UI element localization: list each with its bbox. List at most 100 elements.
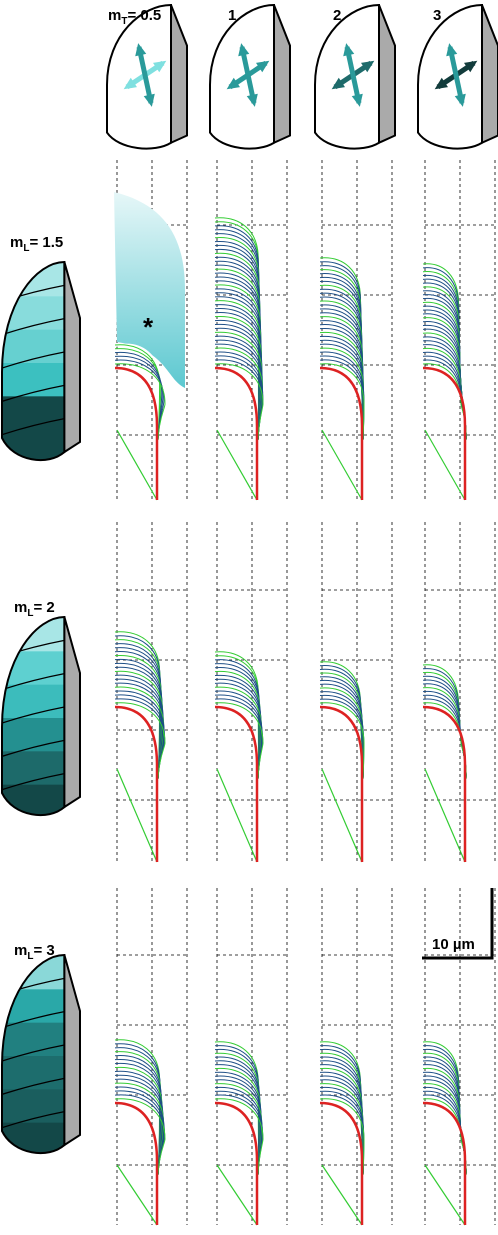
profile-line: [214, 327, 263, 441]
growth-line: [216, 429, 258, 501]
growth-line: [321, 1164, 363, 1226]
cell-band-edge: [2, 418, 65, 436]
column-label: 3: [433, 7, 441, 24]
scale-bar-label: 10 µm: [432, 936, 475, 953]
cell-band: [2, 395, 65, 430]
annotation: *: [143, 312, 154, 342]
arrow-head: [464, 60, 478, 73]
cell-profile: [214, 1101, 259, 1225]
profile-line: [214, 1083, 263, 1176]
profile-line: [114, 1098, 166, 1176]
cell-band-edge: [2, 1044, 65, 1062]
arrow-shaft: [136, 46, 154, 104]
arrow-head: [238, 43, 250, 57]
cell-band-edge: [2, 318, 65, 336]
cell-profile: [214, 705, 259, 862]
arrow-head: [454, 93, 466, 107]
profile-line: [319, 320, 364, 441]
growth-line: [116, 768, 158, 863]
growth-line: [424, 768, 466, 863]
cell-band: [2, 362, 65, 397]
cell-profile: [114, 1101, 159, 1225]
cell-band-edge: [2, 1111, 65, 1129]
cell-band-edge: [2, 673, 65, 691]
arrow-head: [135, 43, 147, 57]
cell-band-edge: [2, 1077, 65, 1095]
arrow-head: [361, 60, 375, 73]
cell-band: [2, 1055, 65, 1090]
arrow-head: [331, 77, 345, 90]
profile-line: [114, 662, 163, 780]
cell-side: [63, 616, 81, 809]
profile-line: [214, 667, 261, 780]
profile-line: [214, 363, 264, 441]
cell-profile: [214, 366, 259, 500]
growth-line: [424, 429, 466, 501]
profile-line: [319, 702, 365, 780]
profile-line: [214, 347, 263, 441]
cell-side: [170, 4, 188, 145]
cell-profile: [319, 1101, 364, 1225]
cell-band-edge: [2, 351, 65, 369]
profile-line: [114, 643, 162, 780]
arrow-shaft: [344, 46, 362, 104]
arrow-head: [153, 60, 167, 73]
row-label: mL= 3: [14, 942, 55, 962]
cell-band: [2, 1088, 65, 1123]
cell-band: [2, 750, 65, 785]
profile-line: [214, 690, 263, 780]
cell-band: [2, 328, 65, 363]
profile-line: [214, 320, 263, 441]
arrow-head: [226, 77, 240, 90]
growth-line: [321, 768, 363, 863]
column-label: 1: [228, 7, 236, 24]
cell-side: [378, 4, 396, 145]
profile-line: [114, 1055, 162, 1176]
arrow-head: [143, 93, 155, 107]
profile-line: [214, 1060, 261, 1176]
profile-line: [214, 1087, 263, 1176]
cell-bands: [2, 262, 65, 461]
row-label: mL= 1.5: [10, 234, 63, 254]
shaded-region: [114, 192, 185, 388]
arrow-shaft: [239, 46, 257, 104]
profile-line: [114, 659, 163, 780]
cell-side: [63, 954, 81, 1147]
arrow-head: [256, 60, 270, 73]
profile-line: [319, 363, 365, 441]
growth-line: [216, 768, 258, 863]
cell-profile: [422, 1101, 467, 1225]
cell-band-edge: [2, 1011, 65, 1029]
profile-line: [114, 363, 166, 441]
profile-line: [114, 1063, 163, 1176]
cell-band-edge: [2, 384, 65, 402]
arrow-head: [434, 77, 448, 90]
growth-line: [116, 1164, 158, 1226]
profile-line: [114, 1059, 162, 1176]
profile-line: [114, 639, 161, 780]
column-label: mT= 0.5: [108, 7, 161, 27]
cell-profile: [422, 705, 467, 862]
profile-line: [214, 663, 260, 780]
column-label: 2: [333, 7, 341, 24]
scale-bar: [422, 888, 494, 960]
growth-line: [424, 1164, 466, 1226]
arrow-head: [343, 43, 355, 57]
profile-line: [214, 1098, 264, 1176]
cell-profile: [114, 705, 159, 862]
arrow-head: [246, 93, 258, 107]
arrow-head: [123, 77, 137, 90]
cell-band-edge: [2, 773, 65, 791]
cell-band: [2, 683, 65, 718]
profile-line: [319, 1098, 365, 1176]
cell-profile: [319, 366, 364, 500]
profile-line: [214, 686, 263, 780]
cell-side: [481, 4, 498, 145]
profile-line: [214, 659, 260, 780]
profile-line: [214, 323, 263, 441]
cell-band-edge: [2, 706, 65, 724]
cell-side: [273, 4, 291, 145]
row-label: mL= 2: [14, 599, 55, 619]
arrow-head: [351, 93, 363, 107]
